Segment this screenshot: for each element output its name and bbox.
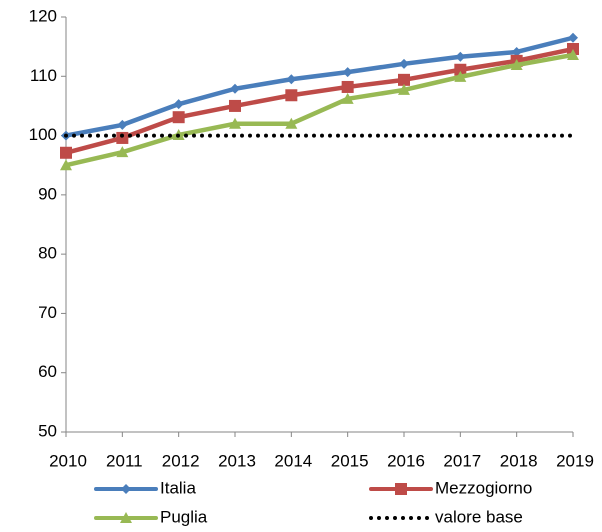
x-tick-label: 2016 [387, 451, 425, 470]
series-line [63, 46, 576, 156]
x-tick-label: 2012 [162, 451, 200, 470]
marker [116, 131, 129, 144]
marker [398, 73, 410, 86]
legend-marker [395, 483, 407, 495]
marker [454, 63, 467, 76]
x-tick-label: 2017 [443, 451, 481, 470]
marker [60, 146, 72, 159]
marker [117, 119, 128, 130]
legend-label: valore base [435, 507, 523, 526]
x-tick-label: 2013 [218, 451, 256, 470]
marker [398, 83, 410, 95]
marker [229, 99, 241, 112]
marker [511, 46, 522, 57]
marker [229, 117, 241, 129]
marker [454, 70, 467, 82]
legend-label: Mezzogiorno [435, 478, 532, 497]
legend-marker [120, 512, 132, 523]
y-tick-label: 70 [38, 303, 57, 322]
marker [399, 58, 409, 69]
y-tick-label: 110 [30, 66, 57, 85]
marker [285, 117, 298, 129]
x-tick-label: 2018 [500, 451, 538, 470]
legend-marker [121, 484, 131, 494]
series-line [63, 35, 576, 138]
marker [510, 59, 523, 71]
y-tick-label: 100 [29, 125, 57, 144]
y-tick-label: 120 [29, 6, 57, 25]
marker [341, 80, 354, 93]
marker [342, 67, 353, 78]
marker [455, 51, 466, 62]
legend-label: Italia [160, 478, 196, 497]
legend-label: Puglia [160, 507, 208, 526]
marker [116, 146, 129, 158]
x-tick-label: 2014 [274, 451, 312, 470]
x-tick-label: 2015 [331, 451, 369, 470]
x-tick-label: 2010 [49, 451, 87, 470]
marker [567, 48, 579, 60]
marker [173, 99, 184, 110]
y-tick-label: 60 [38, 362, 57, 381]
marker [568, 32, 578, 43]
x-tick-label: 2011 [106, 451, 143, 470]
marker [172, 111, 185, 124]
marker [286, 74, 297, 85]
y-tick-label: 90 [38, 184, 57, 203]
marker [341, 92, 354, 104]
y-tick-label: 50 [38, 421, 57, 440]
marker [60, 159, 72, 171]
y-tick-label: 80 [38, 244, 57, 263]
marker [230, 83, 240, 94]
series-line [63, 52, 576, 168]
marker [285, 89, 298, 102]
x-tick-label: 2019 [556, 451, 594, 470]
